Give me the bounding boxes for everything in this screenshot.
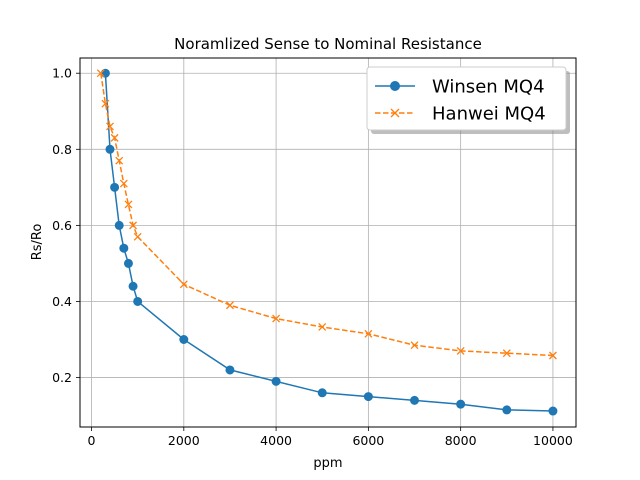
data-point [101,99,110,108]
data-point [410,395,420,405]
marker-stroke [129,221,138,230]
data-point [363,392,373,402]
data-point [318,322,327,331]
data-point [271,376,281,386]
marker-stroke [119,179,128,188]
marker-stroke [133,232,142,241]
data-point [548,406,558,416]
marker-stroke [115,156,124,165]
marker-stroke [410,341,419,350]
marker-stroke [110,133,119,142]
data-point [225,365,235,375]
y-tick-label: 0.2 [52,370,72,385]
series-winsen-mq4 [100,68,558,416]
x-tick-label: 4000 [260,433,292,448]
legend-marker [390,81,400,91]
marker-stroke [124,200,133,209]
x-axis-label: ppm [313,456,342,471]
marker-stroke [96,69,105,78]
legend-item: Hanwei MQ4 [375,104,546,125]
y-tick-label: 0.6 [52,218,72,233]
legend-box [366,66,567,131]
data-point [502,349,511,358]
data-point [502,405,512,415]
marker-stroke [364,329,373,338]
data-point [317,388,327,398]
data-point [133,232,142,241]
x-tick-label: 8000 [445,433,477,448]
data-point [272,314,281,323]
y-axis-label: Rs/Ro [30,224,45,261]
data-point [410,341,419,350]
marker-stroke [272,314,281,323]
legend-item: Winsen MQ4 [375,77,545,98]
marker-stroke [456,346,465,355]
series-hanwei-mq4 [96,69,557,360]
data-point [96,69,105,78]
axis-ticks: 0 2000 4000 6000 8000 10000 0.2 0.4 0.6 0.8 1.0 [52,66,573,448]
data-point [100,68,110,78]
data-point [119,179,128,188]
data-point [128,281,138,291]
series-lines [96,68,558,416]
legend-label: Winsen MQ4 [432,77,545,98]
x-tick-label: 6000 [352,433,384,448]
marker-stroke [548,351,557,360]
y-tick-label: 0.8 [52,142,72,157]
data-point [106,122,114,131]
y-tick-label: 0.4 [52,294,72,309]
data-point [123,258,133,268]
data-point [129,221,138,230]
x-tick-label: 2000 [168,433,200,448]
legend-marker [390,108,400,118]
data-point [114,220,124,230]
data-point [225,301,234,310]
data-point [179,335,189,345]
plot-frame [79,57,577,428]
marker-stroke [225,301,234,310]
x-tick-label: 10000 [533,433,573,448]
data-point [548,351,557,360]
y-tick-label: 1.0 [52,66,72,81]
data-point [115,156,124,165]
data-point [105,144,115,154]
data-point [456,399,466,409]
data-point [119,243,129,253]
data-point [456,346,465,355]
data-point [364,329,373,338]
data-point [133,296,143,306]
legend: Winsen MQ4 Hanwei MQ4 [366,66,570,134]
data-point [110,182,120,192]
marker-stroke [390,108,400,118]
marker-stroke [502,349,511,358]
series-line [100,73,553,357]
data-point [110,133,119,142]
marker-stroke [106,122,114,131]
chart-title: Noramlized Sense to Nominal Resistance [174,35,482,53]
marker-stroke [101,99,110,108]
data-point [124,200,133,209]
x-tick-label: 0 [88,433,96,448]
marker-stroke [179,280,188,289]
data-point [179,280,188,289]
marker-stroke [318,322,327,331]
legend-label: Hanwei MQ4 [432,104,546,125]
